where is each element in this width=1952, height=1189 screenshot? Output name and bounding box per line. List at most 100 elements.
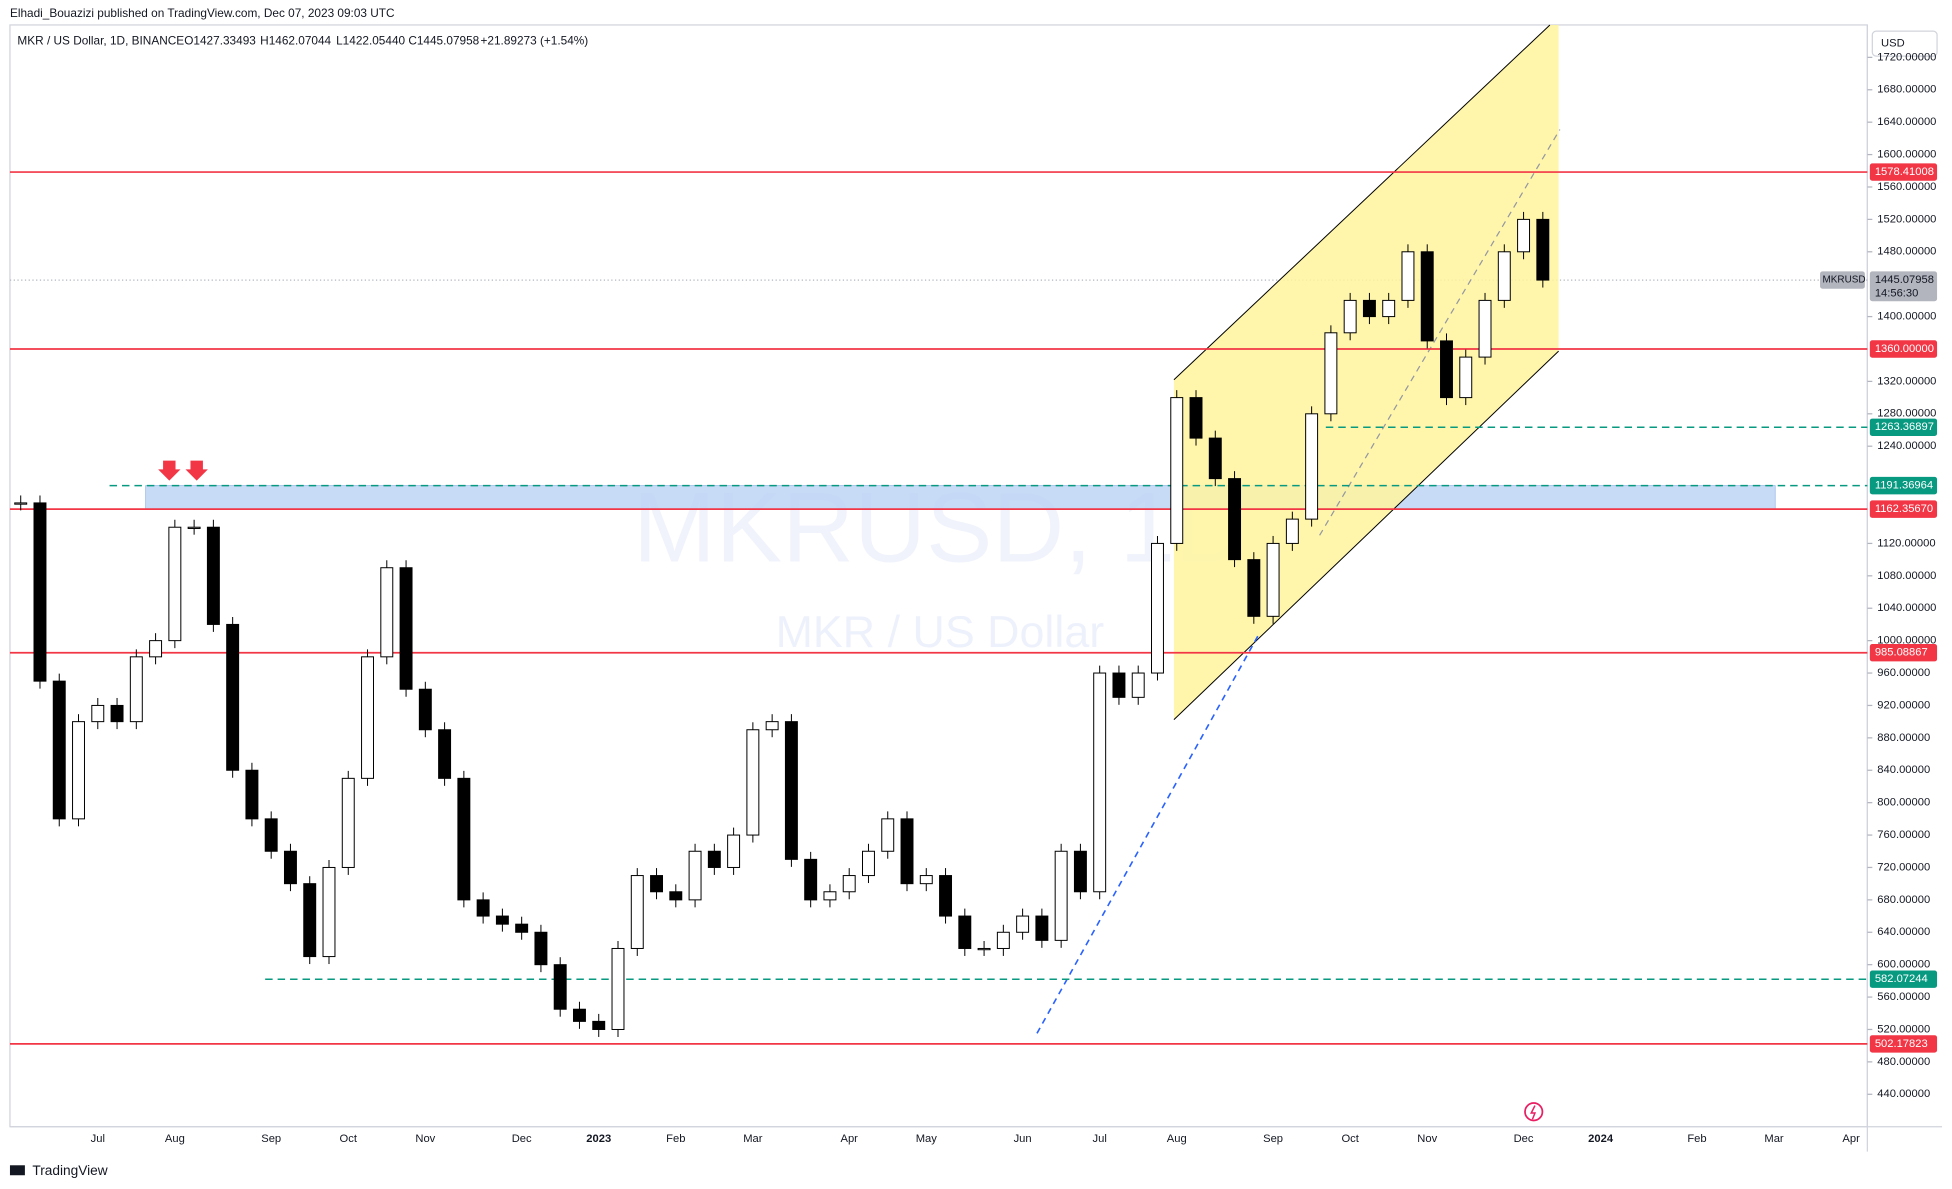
x-tick-label: Apr [840, 1133, 858, 1145]
y-tick-label: 1280.00000 [1877, 408, 1936, 420]
candle-body [1228, 478, 1242, 561]
candle-body [572, 1008, 586, 1022]
candle-body [1151, 542, 1164, 674]
candle-body [33, 502, 47, 682]
candle-body [1285, 518, 1299, 544]
y-tick-label: 1120.00000 [1877, 537, 1935, 549]
support-zone [145, 485, 1776, 510]
y-tick-label: 480.00000 [1877, 1056, 1930, 1068]
candle-body [1170, 397, 1184, 544]
candle-body [1016, 915, 1030, 933]
countdown: 14:56:30 [1875, 288, 1919, 300]
x-tick-label: Jul [1093, 1133, 1107, 1145]
y-tick-label: 1320.00000 [1877, 375, 1936, 387]
candle-body [52, 680, 66, 820]
change: +21.89273 (+1.54%) [481, 33, 589, 47]
candle-body [418, 688, 432, 731]
candle-body [919, 875, 933, 885]
publisher: Elhadi_Bouazizi published on TradingView… [10, 6, 395, 20]
watermark-name: MKR / US Dollar [776, 607, 1105, 657]
y-tick-label: 600.00000 [1877, 959, 1930, 971]
candle-body [399, 567, 413, 690]
x-tick-label: 2024 [1588, 1133, 1614, 1145]
candle-body [784, 721, 798, 860]
symbol-badge [1820, 271, 1865, 289]
y-tick-label: 440.00000 [1877, 1088, 1930, 1100]
candle-body [1131, 672, 1145, 698]
candle-body [996, 931, 1010, 949]
y-tick-label: 1080.00000 [1877, 570, 1936, 582]
candle-body [72, 721, 85, 820]
candle-body [727, 834, 741, 868]
candle-body [650, 875, 664, 893]
candle-body [457, 777, 471, 901]
y-tick-label: 840.00000 [1877, 764, 1930, 776]
candle-body [380, 567, 394, 658]
candle-body [1362, 299, 1376, 318]
candle-body [361, 656, 374, 779]
candle-body [283, 850, 297, 885]
open: O1427.33493 [184, 33, 256, 47]
x-tick-label: Aug [165, 1133, 185, 1145]
candle-body [707, 850, 721, 868]
close: C1445.07958 [408, 33, 479, 47]
x-tick-label: 2023 [586, 1133, 611, 1145]
candle-body [149, 640, 163, 658]
candle-body [592, 1020, 606, 1030]
arrow-down [158, 460, 181, 481]
x-tick-label: Mar [1764, 1133, 1784, 1145]
y-tick-label: 1640.00000 [1877, 116, 1936, 128]
candle-body [1478, 299, 1492, 358]
candle-body [495, 915, 509, 925]
candle-body [553, 964, 567, 1010]
x-tick-label: Feb [1687, 1133, 1706, 1145]
price-level-label: 502.17823 [1875, 1038, 1928, 1050]
candle-body [206, 526, 220, 625]
candle-body [746, 729, 760, 836]
candle-body [977, 947, 991, 951]
footer: TradingView [32, 1163, 107, 1178]
idea-icon [1524, 1102, 1544, 1122]
x-tick-label: Nov [1417, 1133, 1437, 1145]
candle-body [1112, 672, 1126, 698]
candle-body [1266, 542, 1280, 617]
last-price-badge [1869, 271, 1938, 302]
y-tick-label: 920.00000 [1877, 699, 1930, 711]
candle-body [958, 915, 972, 949]
price-level-badge [1869, 418, 1938, 436]
candle-body [168, 526, 182, 642]
candle-body [804, 858, 818, 901]
y-tick-label: 1520.00000 [1877, 213, 1936, 225]
candle-body [1054, 850, 1068, 941]
candle-body [264, 818, 278, 852]
candle-body [939, 875, 953, 917]
price-level-label: 1162.35670 [1875, 503, 1933, 515]
candle-body [1324, 332, 1338, 415]
candle-body [1440, 340, 1453, 399]
price-level-label: 1263.36897 [1875, 421, 1934, 433]
candle-body [1382, 299, 1396, 318]
channel-lower [1173, 350, 1559, 720]
candle-body [1517, 218, 1531, 253]
x-tick-label: Dec [1514, 1133, 1534, 1145]
currency-box[interactable] [1871, 30, 1938, 57]
last-price-label: 1445.07958 [1875, 274, 1934, 286]
y-tick-label: 800.00000 [1877, 797, 1930, 809]
candle-body [245, 769, 259, 820]
price-level-label: 1360.00000 [1875, 343, 1934, 355]
x-tick-label: Feb [666, 1133, 685, 1145]
candle-body [1073, 850, 1087, 893]
x-tick-label: Sep [261, 1133, 281, 1145]
candle-body [1343, 299, 1357, 334]
y-tick-label: 680.00000 [1877, 894, 1930, 906]
x-tick-label: Aug [1167, 1133, 1187, 1145]
y-tick-label: 1480.00000 [1877, 246, 1936, 258]
x-tick-label: Oct [340, 1133, 358, 1145]
candle-body [823, 891, 837, 901]
candle-body [129, 656, 143, 723]
candle-body [91, 704, 105, 723]
candle-body [303, 883, 317, 958]
y-tick-label: 520.00000 [1877, 1023, 1930, 1035]
candle-body [226, 623, 240, 771]
